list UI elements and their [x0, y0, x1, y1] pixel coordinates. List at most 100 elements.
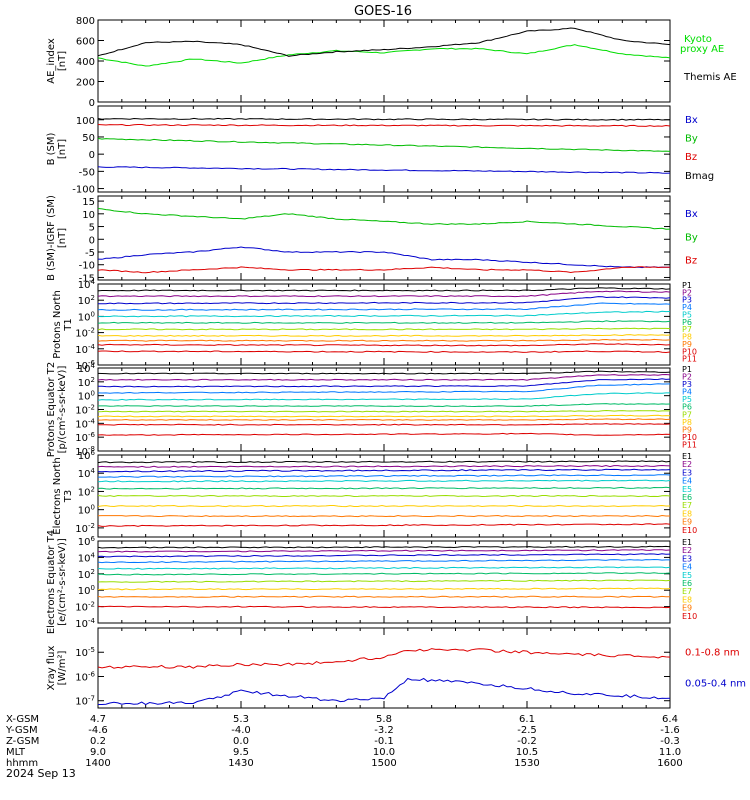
legend-entry: P7	[682, 325, 692, 334]
y-tick-label: 15	[82, 197, 95, 208]
series-line-p3	[98, 378, 671, 388]
legend-entry: Bz	[685, 256, 697, 267]
series-line-e2	[97, 549, 671, 553]
legend-entry: 0.1-0.8 nm	[685, 648, 740, 659]
x-axis-value: 11.0	[659, 747, 681, 758]
x-axis-value: 1400	[85, 758, 110, 769]
series-line-e1	[97, 460, 671, 464]
legend-entry: E4	[682, 563, 692, 572]
series-line-p6	[98, 403, 671, 408]
y-tick-label: 104	[78, 467, 96, 480]
legend-entry: E5	[682, 485, 692, 494]
series-line-e7	[97, 494, 671, 498]
y-tick-label: 104	[78, 278, 96, 291]
y-tick-label: 10-2	[75, 522, 95, 535]
y-tick-label: 10-6	[75, 670, 95, 683]
y-tick-label: 104	[78, 362, 96, 375]
legend-entry: By	[685, 134, 698, 145]
x-axis-value: -0.3	[660, 736, 680, 747]
y-tick-label: 102	[78, 568, 95, 581]
legend-entry: E7	[682, 501, 692, 510]
series-line-p8	[97, 414, 671, 418]
legend-entry: E8	[682, 595, 692, 604]
legend-entry: P2	[682, 288, 692, 297]
series-line-bz	[97, 123, 671, 127]
x-axis-value: 5.8	[376, 714, 392, 725]
y-tick-label: 0	[89, 150, 95, 161]
panel-electrons_t4: 106 104 102 100 10-2 10-4 Electrons Equator T4…	[46, 530, 697, 634]
x-axis-value: 1430	[228, 758, 253, 769]
series-line-e6	[97, 486, 671, 490]
series-line-p2	[97, 373, 671, 381]
series-line-0-05-0-4-nm	[98, 677, 671, 706]
y-axis-label: Protons NorthT1	[52, 290, 74, 359]
y-tick-label: 600	[76, 37, 95, 48]
y-tick-label: 10-8	[75, 445, 95, 458]
y-tick-label: -100	[72, 185, 95, 196]
y-axis-label: Xray flux[W/m²]	[46, 646, 68, 691]
series-line-by	[97, 137, 671, 152]
y-tick-label: 102	[78, 294, 95, 307]
legend-entry: Bx	[685, 209, 698, 220]
y-tick-label: 400	[76, 57, 95, 68]
y-tick-label: 10-6	[75, 359, 95, 372]
series-line-bx	[97, 166, 671, 174]
y-tick-label: 10-4	[75, 417, 95, 430]
series-line-e3	[97, 553, 671, 558]
x-axis-value: 1500	[371, 758, 396, 769]
y-tick-label: 102	[78, 485, 95, 498]
y-tick-label: 10-2	[75, 404, 95, 417]
y-tick-label: 10-7	[75, 695, 95, 708]
x-axis-row-label: hhmm	[6, 758, 38, 769]
series-line-themis-ae	[97, 27, 671, 57]
series-line-bz	[97, 266, 670, 274]
series-line-e6	[97, 572, 671, 576]
legend-entry: P3	[682, 380, 692, 389]
legend-entry: Bz	[685, 152, 697, 163]
legend-entry: Bmag	[685, 171, 714, 182]
series-line-p11	[97, 432, 671, 436]
legend-entry: E5	[682, 571, 692, 580]
series-line-e4	[97, 558, 670, 564]
series-line-p10	[97, 343, 671, 347]
panel-frame	[97, 195, 671, 281]
legend-entry: E1	[682, 452, 692, 461]
legend-entry: By	[685, 232, 698, 243]
legend-entry: P11	[682, 440, 697, 449]
legend-entry: E2	[682, 546, 692, 555]
series-line-p2	[97, 290, 671, 298]
y-axis-label: Electrons Equator T4[e/(cm²-s-sr-keV)]	[46, 530, 68, 634]
series-line-p7	[97, 327, 671, 331]
series-line-p10	[97, 423, 671, 426]
legend: Bx By Bz	[685, 209, 698, 267]
y-tick-label: 100	[78, 504, 95, 517]
series-line-e5	[97, 566, 671, 570]
series-line-e2	[97, 464, 671, 468]
legend-entry: P10	[682, 347, 697, 356]
date-label: 2024 Sep 13	[6, 767, 76, 780]
legend-entry: P8	[682, 418, 692, 427]
series-line-p5	[97, 392, 670, 401]
legend-entry: P10	[682, 433, 697, 442]
legend: 0.1-0.8 nm 0.05-0.4 nm	[685, 648, 746, 690]
y-tick-label: -50	[79, 167, 95, 178]
y-tick-label: 100	[78, 390, 95, 403]
series-line-e1	[97, 545, 671, 549]
panel-bsm: -100 -50 0 50 100 B (SM)[nT] Bx By Bz Bmag	[46, 105, 714, 196]
y-tick-label: 800	[76, 16, 95, 27]
series-line-p7	[97, 409, 670, 413]
x-axis-value: -4.0	[231, 725, 251, 736]
legend-entry: P8	[682, 333, 692, 342]
legend-entry: P2	[682, 373, 692, 382]
x-axis-row-label: Y-GSM	[5, 725, 38, 736]
legend-entry: E7	[682, 587, 692, 596]
y-tick-label: 100	[76, 116, 95, 127]
legend-entry: P9	[682, 340, 692, 349]
x-axis-value: 10.0	[373, 747, 395, 758]
y-tick-label: 104	[78, 551, 96, 564]
legend-entry: E8	[682, 509, 692, 518]
y-tick-label: 0	[89, 235, 95, 246]
